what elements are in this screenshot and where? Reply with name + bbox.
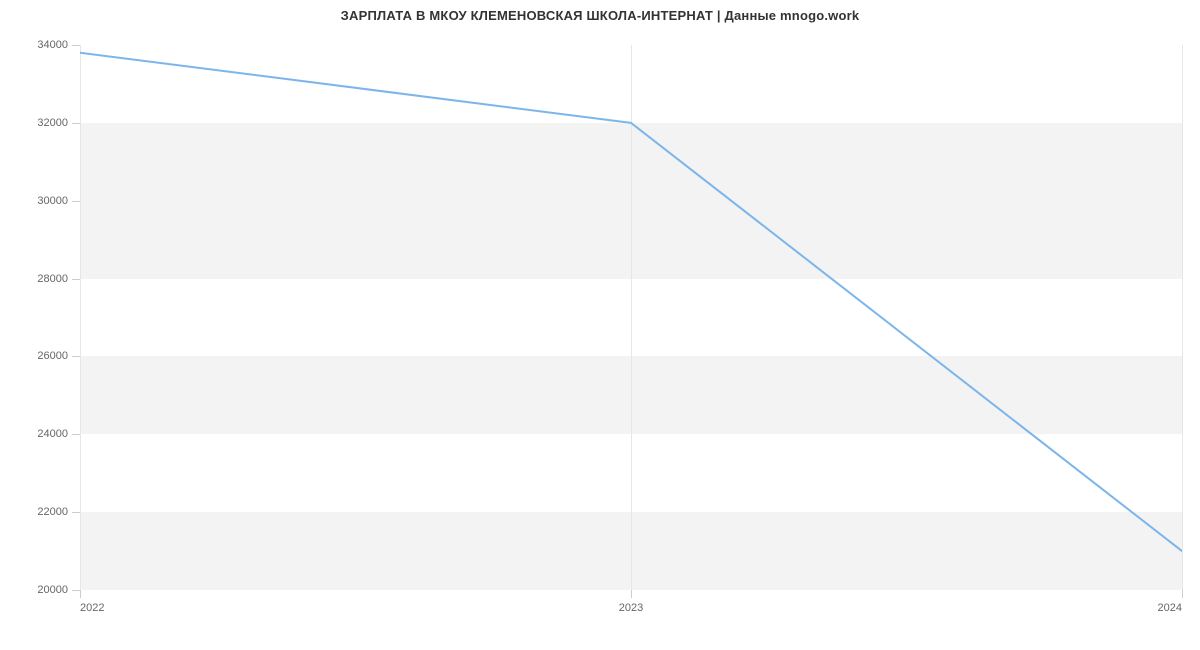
salary-chart: ЗАРПЛАТА В МКОУ КЛЕМЕНОВСКАЯ ШКОЛА-ИНТЕР… [0,0,1200,650]
y-tick [72,45,80,46]
y-axis-label: 26000 [37,350,68,362]
y-tick [72,590,80,591]
y-tick [72,512,80,513]
series-line-salary [80,53,1182,551]
y-axis-label: 20000 [37,584,68,596]
y-axis-label: 22000 [37,506,68,518]
y-axis-label: 30000 [37,195,68,207]
x-axis-label: 2023 [619,602,643,614]
x-tick [1182,590,1183,598]
x-tick [631,590,632,598]
y-axis-label: 28000 [37,273,68,285]
y-axis-label: 34000 [37,39,68,51]
y-tick [72,356,80,357]
y-axis-label: 24000 [37,428,68,440]
y-tick [72,201,80,202]
y-tick [72,434,80,435]
y-tick [72,279,80,280]
chart-title: ЗАРПЛАТА В МКОУ КЛЕМЕНОВСКАЯ ШКОЛА-ИНТЕР… [0,8,1200,23]
line-layer [80,45,1182,590]
y-tick [72,123,80,124]
x-axis-label: 2022 [80,602,104,614]
x-axis-label: 2024 [1158,602,1182,614]
gridline-vertical [1182,45,1183,590]
y-axis-label: 32000 [37,117,68,129]
x-tick [80,590,81,598]
plot-area: 2022202320242000022000240002600028000300… [80,45,1182,590]
